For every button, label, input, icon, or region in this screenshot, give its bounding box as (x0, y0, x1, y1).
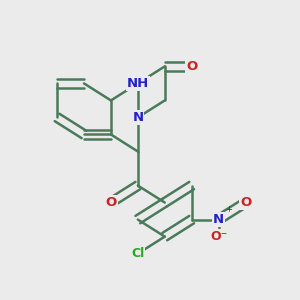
Text: O: O (186, 60, 197, 73)
Text: NH: NH (127, 77, 149, 90)
Text: O: O (105, 196, 116, 209)
Text: N: N (213, 213, 224, 226)
Text: +: + (225, 205, 232, 214)
Text: O⁻: O⁻ (210, 230, 227, 243)
Text: N: N (132, 111, 143, 124)
Text: Cl: Cl (131, 247, 145, 260)
Text: O: O (240, 196, 251, 209)
